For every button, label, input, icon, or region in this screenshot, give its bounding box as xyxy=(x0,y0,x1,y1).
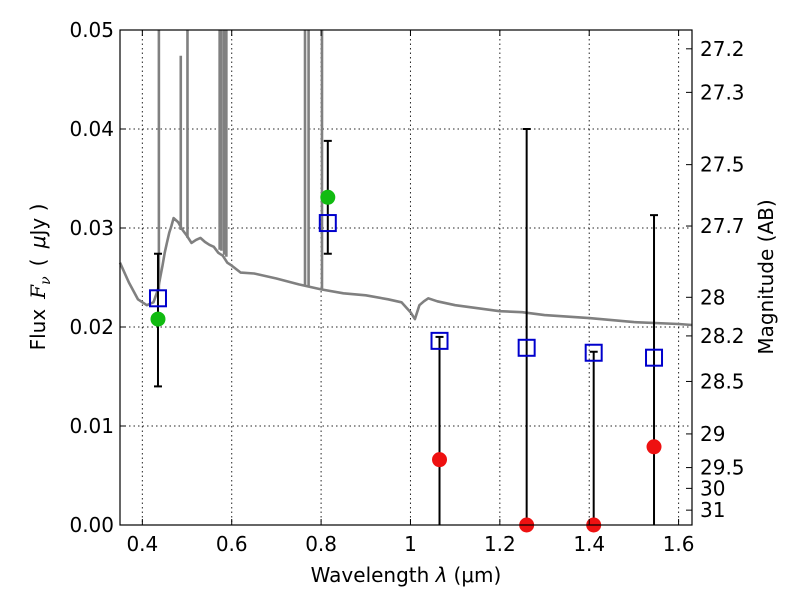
model-photometry-square xyxy=(584,343,603,362)
errorbar-layer xyxy=(153,128,659,525)
right-tick-label: 27.5 xyxy=(700,153,745,177)
right-tick-label: 29.5 xyxy=(700,456,745,480)
model-photometry-square xyxy=(430,331,449,350)
y-tick-label: 0.01 xyxy=(69,414,114,438)
right-tick-label: 28.2 xyxy=(700,324,745,348)
model-photometry-square xyxy=(318,214,337,233)
right-tick-label: 27.3 xyxy=(700,80,745,104)
y-tick-label: 0.05 xyxy=(69,18,114,42)
x-tick-label: 0.4 xyxy=(126,532,158,556)
non-detection-point xyxy=(646,439,662,455)
y-tick-label: 0.03 xyxy=(69,216,114,240)
right-tick-label: 28 xyxy=(700,285,725,309)
y-axis-title-flux: Flux xyxy=(26,309,50,351)
x-axis-title-text: Wavelength xyxy=(311,563,436,587)
right-tick-label: 27.2 xyxy=(700,37,745,61)
x-axis-title: Wavelength λ (μm) xyxy=(311,563,502,587)
plot-frame xyxy=(119,29,693,526)
x-axis-title-unit: (μm) xyxy=(454,563,502,587)
y-axis-title-f: F xyxy=(26,284,50,300)
spectrum-layer xyxy=(118,30,693,327)
x-tick-label: 1.4 xyxy=(573,532,605,556)
y-axis-title-nu: ν xyxy=(38,276,54,285)
right-tick-label: 27.7 xyxy=(700,214,745,238)
right-tick-label: 28.5 xyxy=(700,369,745,393)
y-axis-title: Flux Fν ( μJy ) xyxy=(26,204,54,351)
marker-layer xyxy=(148,189,664,533)
detection-point xyxy=(320,189,336,205)
spectrum-line xyxy=(118,216,693,327)
model-photometry-square xyxy=(148,289,167,308)
y-axis-title-jy: Jy ) xyxy=(26,204,50,238)
x-tick-label: 0.6 xyxy=(216,532,248,556)
non-detection-point xyxy=(432,452,448,468)
axis-layer: 0.4 0.6 0.8 1 1.2 1.4 1.6 0.00 0.01 0.02 0.03 0.04 0… xyxy=(69,18,744,556)
right-axis-title: Magnitude (AB) xyxy=(754,199,778,354)
y-tick-label: 0.00 xyxy=(69,513,114,537)
y-axis-title-open: ( xyxy=(26,252,50,266)
detection-point xyxy=(150,311,166,327)
x-axis-title-lambda: λ xyxy=(435,563,448,587)
x-tick-label: 1.2 xyxy=(484,532,516,556)
right-tick-label: 29 xyxy=(700,422,725,446)
y-axis-title-mu: μ xyxy=(26,236,50,250)
y-tick-label: 0.02 xyxy=(69,315,114,339)
y-tick-label: 0.04 xyxy=(69,117,114,141)
right-tick-label: 31 xyxy=(700,498,725,522)
x-tick-label: 1.6 xyxy=(663,532,695,556)
x-tick-label: 1 xyxy=(404,532,417,556)
model-photometry-square xyxy=(645,348,664,367)
x-tick-label: 0.8 xyxy=(305,532,337,556)
right-tick-label: 30 xyxy=(700,476,725,500)
model-photometry-square xyxy=(517,338,536,357)
